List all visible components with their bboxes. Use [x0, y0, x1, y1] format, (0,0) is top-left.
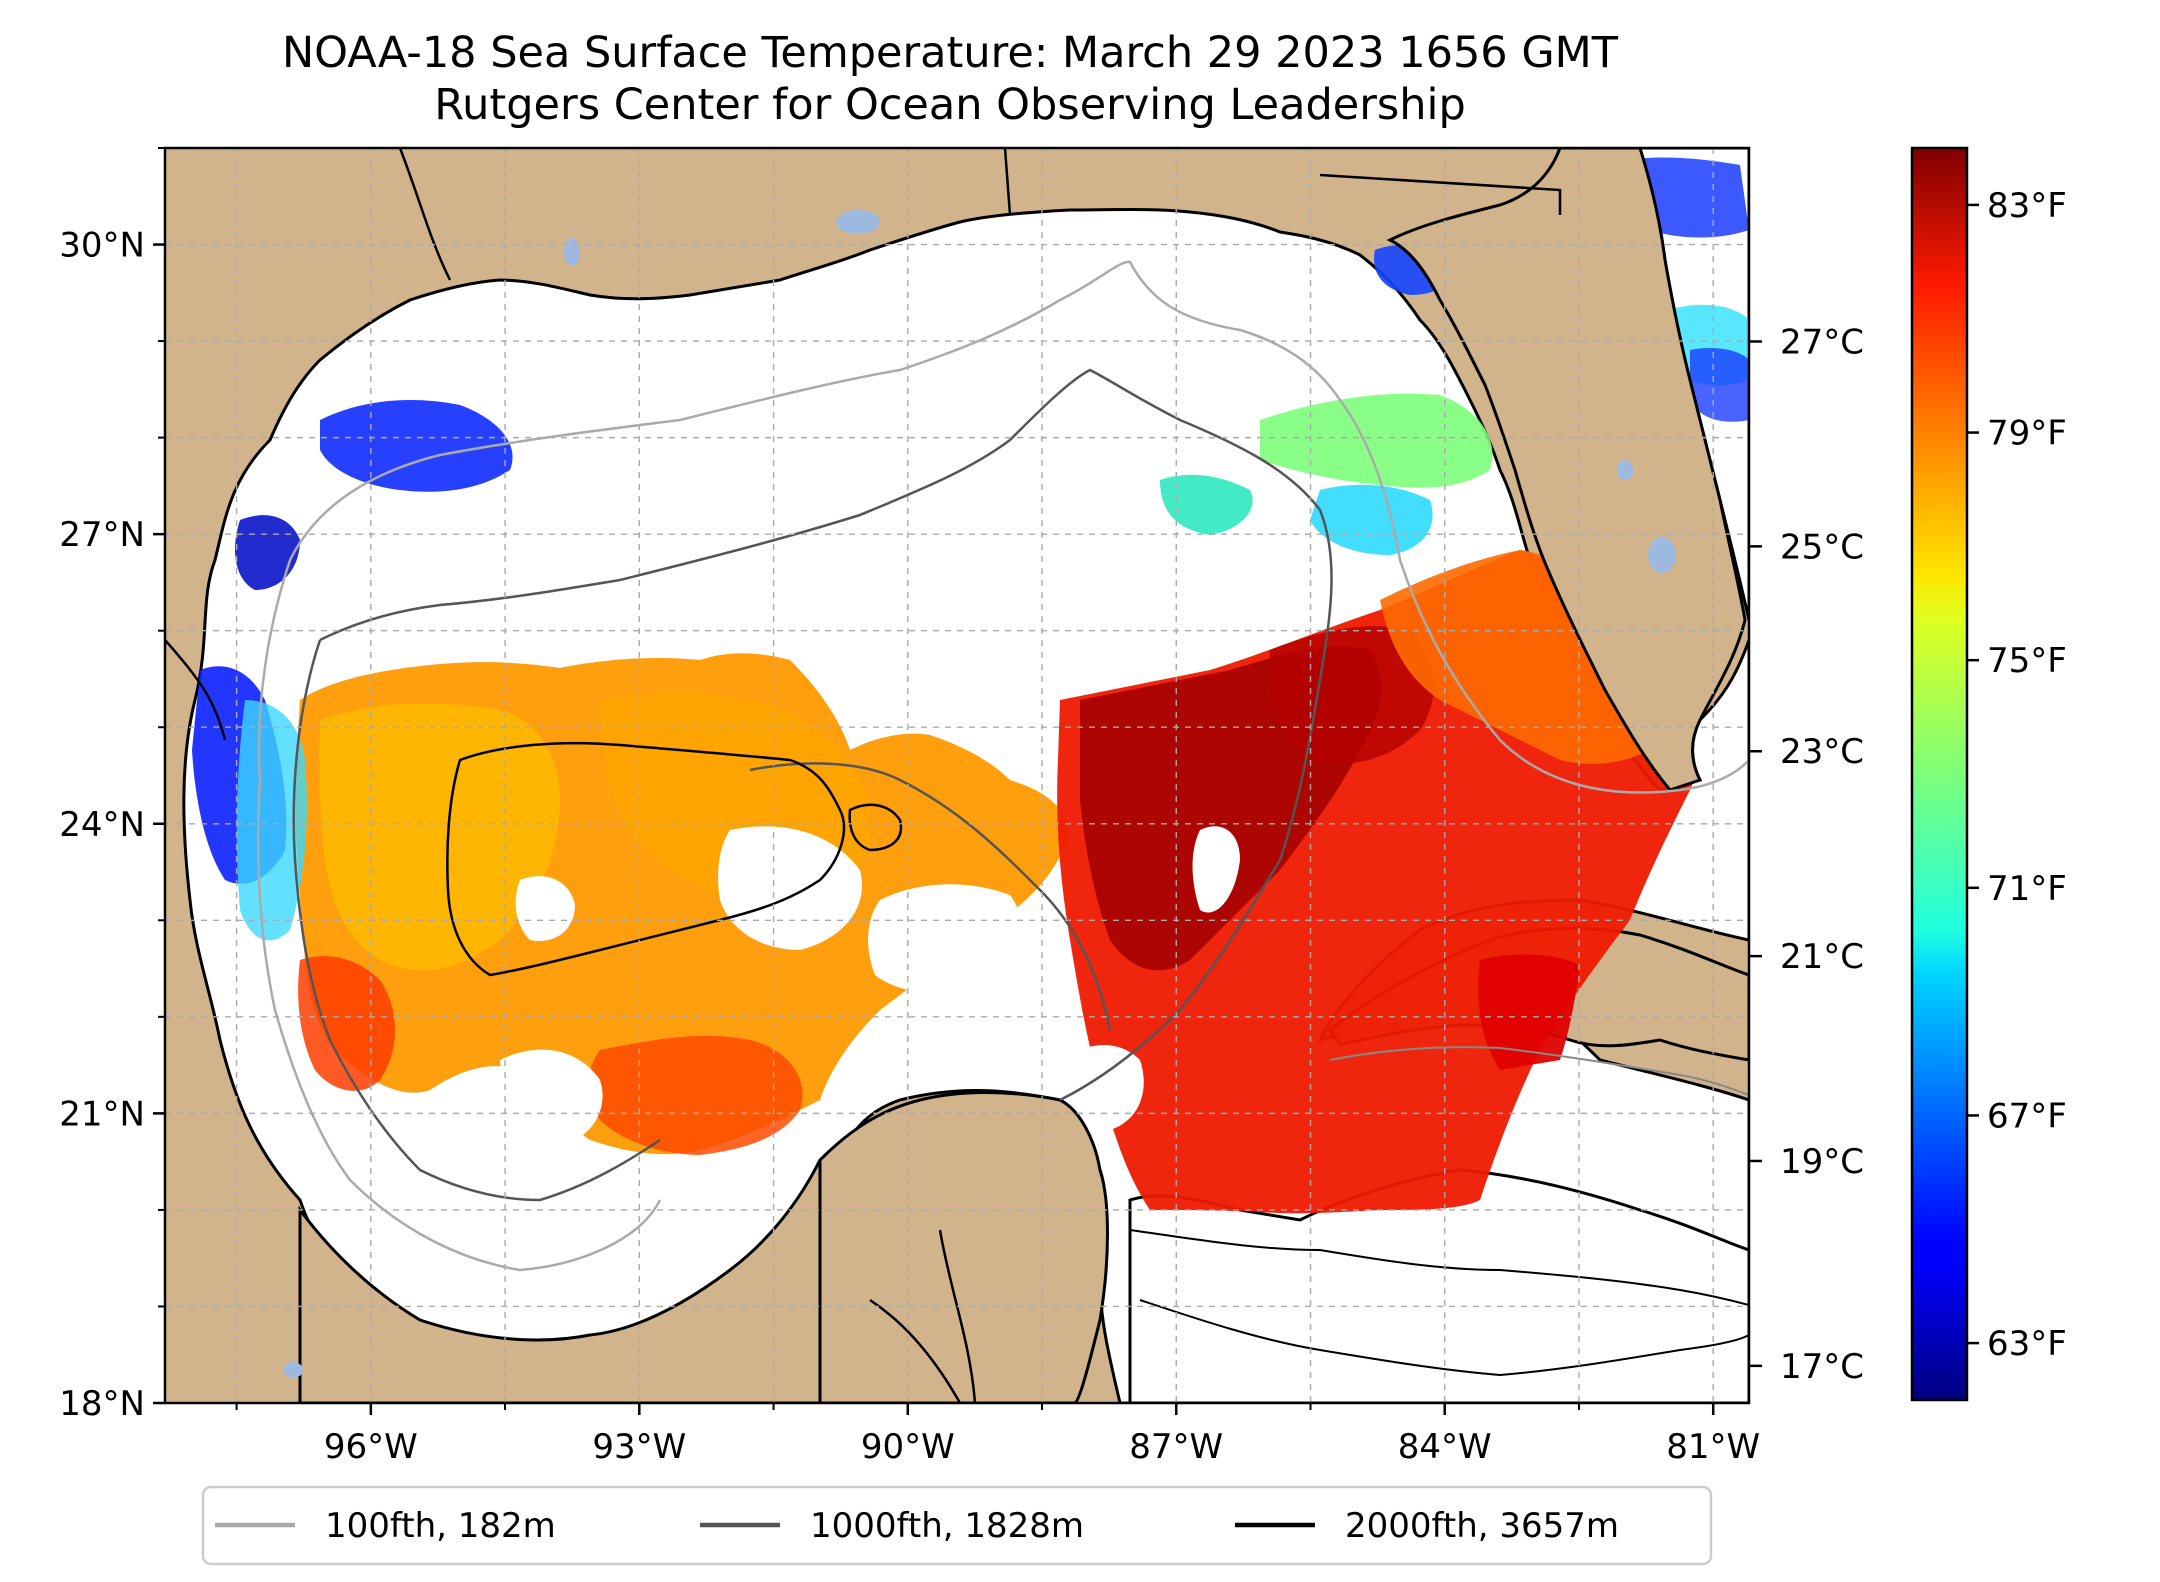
lon-tick-label: 87°W	[1129, 1427, 1223, 1467]
longitude-axis: 96°W 93°W 90°W 87°W 84°W 81°W	[235, 1403, 1760, 1467]
lat-tick-label: 24°N	[59, 805, 145, 845]
border-line-4	[165, 639, 227, 741]
border-line-2	[1319, 173, 1562, 215]
lake-mexico-2	[1617, 460, 1633, 480]
cloud-gap-west	[515, 876, 575, 941]
yucatan-peninsula	[816, 1091, 1109, 1403]
legend-items: 100fth, 182m 1000fth, 1828m 2000fth, 3657m	[215, 1506, 1619, 1546]
sst-texas-blue	[320, 400, 513, 492]
legend-label: 100fth, 182m	[325, 1506, 556, 1546]
lake-okeechobee-area	[1648, 537, 1676, 573]
cloud-gap-central	[718, 826, 862, 950]
colorbar-c-tick-label: 25°C	[1780, 527, 1864, 567]
colorbar-f-tick-label: 83°F	[1987, 186, 2067, 226]
political-borders	[165, 148, 1562, 1403]
contour-1000fth	[292, 368, 1333, 1202]
legend: 100fth, 182m 1000fth, 1828m 2000fth, 3657m	[201, 1485, 1713, 1566]
lat-tick-label: 30°N	[59, 226, 145, 266]
colorbar-f-tick-label: 67°F	[1987, 1096, 2067, 1136]
contour-2000fth	[446, 741, 903, 977]
border-line-1	[1003, 148, 1012, 216]
colorbar-f-tick-label: 79°F	[1987, 414, 2067, 454]
border-line-6	[869, 1298, 962, 1403]
lon-tick-label: 84°W	[1398, 1427, 1492, 1467]
figure-title: NOAA-18 Sea Surface Temperature: March 2…	[281, 28, 1619, 78]
sst-data	[192, 157, 1749, 1214]
lat-tick-label: 21°N	[59, 1094, 145, 1134]
sst-north-central-cyan	[1160, 474, 1253, 535]
lon-tick-label: 81°W	[1666, 1427, 1760, 1467]
legend-box	[201, 1485, 1713, 1566]
lake-toledo	[564, 238, 580, 266]
lake-mexico-1	[283, 1362, 303, 1378]
lon-tick-label: 93°W	[592, 1427, 686, 1467]
figure-subtitle: Rutgers Center for Ocean Observing Leade…	[434, 80, 1466, 130]
bathymetry-contours	[256, 260, 1749, 1377]
cloud-gap-central-2	[868, 884, 1021, 994]
latitude-axis: 30°N 27°N 24°N 21°N 18°N	[59, 147, 165, 1424]
colorbar-celsius-ticks: 27°C 25°C 23°C 21°C 19°C 17°C	[1750, 322, 1864, 1387]
colorbar-c-tick-label: 21°C	[1780, 937, 1864, 977]
cloud-gap-eastern	[1192, 826, 1240, 913]
colorbar-f-tick-label: 75°F	[1987, 641, 2067, 681]
lon-tick-label: 90°W	[861, 1427, 955, 1467]
lat-tick-label: 18°N	[59, 1384, 145, 1424]
sst-north-central-green	[1260, 393, 1493, 488]
sst-florida-shelf	[1380, 550, 1665, 764]
colorbar-c-tick-label: 27°C	[1780, 322, 1864, 362]
colorbar-f-tick-label: 63°F	[1987, 1324, 2067, 1364]
map-frame	[163, 146, 1751, 1405]
cloud-gap-yucatan-east	[1060, 1045, 1144, 1130]
colorbar-fahrenheit-ticks: 83°F 79°F 75°F 71°F 67°F 63°F	[1967, 186, 2067, 1364]
sst-north-central-cyan-2	[1310, 484, 1433, 555]
lon-tick-label: 96°W	[324, 1427, 418, 1467]
cloud-gaps	[500, 826, 1240, 1145]
border-line-5	[938, 1229, 977, 1403]
mexico-south-land	[298, 1159, 822, 1403]
legend-label: 2000fth, 3657m	[1345, 1506, 1619, 1546]
sst-mexico-coast-cyan	[236, 700, 307, 941]
border-line-3	[398, 148, 452, 281]
colorbar-c-tick-label: 17°C	[1780, 1347, 1864, 1387]
contour-caribbean-grey	[1329, 1046, 1749, 1096]
colorbar: 83°F 79°F 75°F 71°F 67°F 63°F 27°C 25°C 23°C 21°…	[1750, 146, 2067, 1402]
gridlines	[165, 148, 1749, 1403]
contour-caribbean-black	[1129, 1229, 1749, 1377]
colorbar-gradient	[1910, 146, 1969, 1402]
sst-caribbean-red	[1478, 954, 1580, 1070]
cloud-gap-southwest	[500, 1049, 603, 1145]
contour-100fth	[256, 260, 1749, 1272]
lake-pontchartrain	[836, 210, 880, 234]
colorbar-c-tick-label: 23°C	[1780, 732, 1864, 772]
sst-atlantic-blue-2	[1690, 348, 1749, 422]
colorbar-f-tick-label: 71°F	[1987, 869, 2067, 909]
lat-tick-label: 27°N	[59, 515, 145, 555]
florida-peninsula	[1386, 148, 1747, 792]
legend-label: 1000fth, 1828m	[810, 1506, 1084, 1546]
sst-red-bayofcampeche	[588, 1035, 803, 1155]
colorbar-c-tick-label: 19°C	[1780, 1142, 1864, 1182]
sst-western-gulf-light	[319, 703, 560, 971]
map-area	[165, 148, 1749, 1403]
